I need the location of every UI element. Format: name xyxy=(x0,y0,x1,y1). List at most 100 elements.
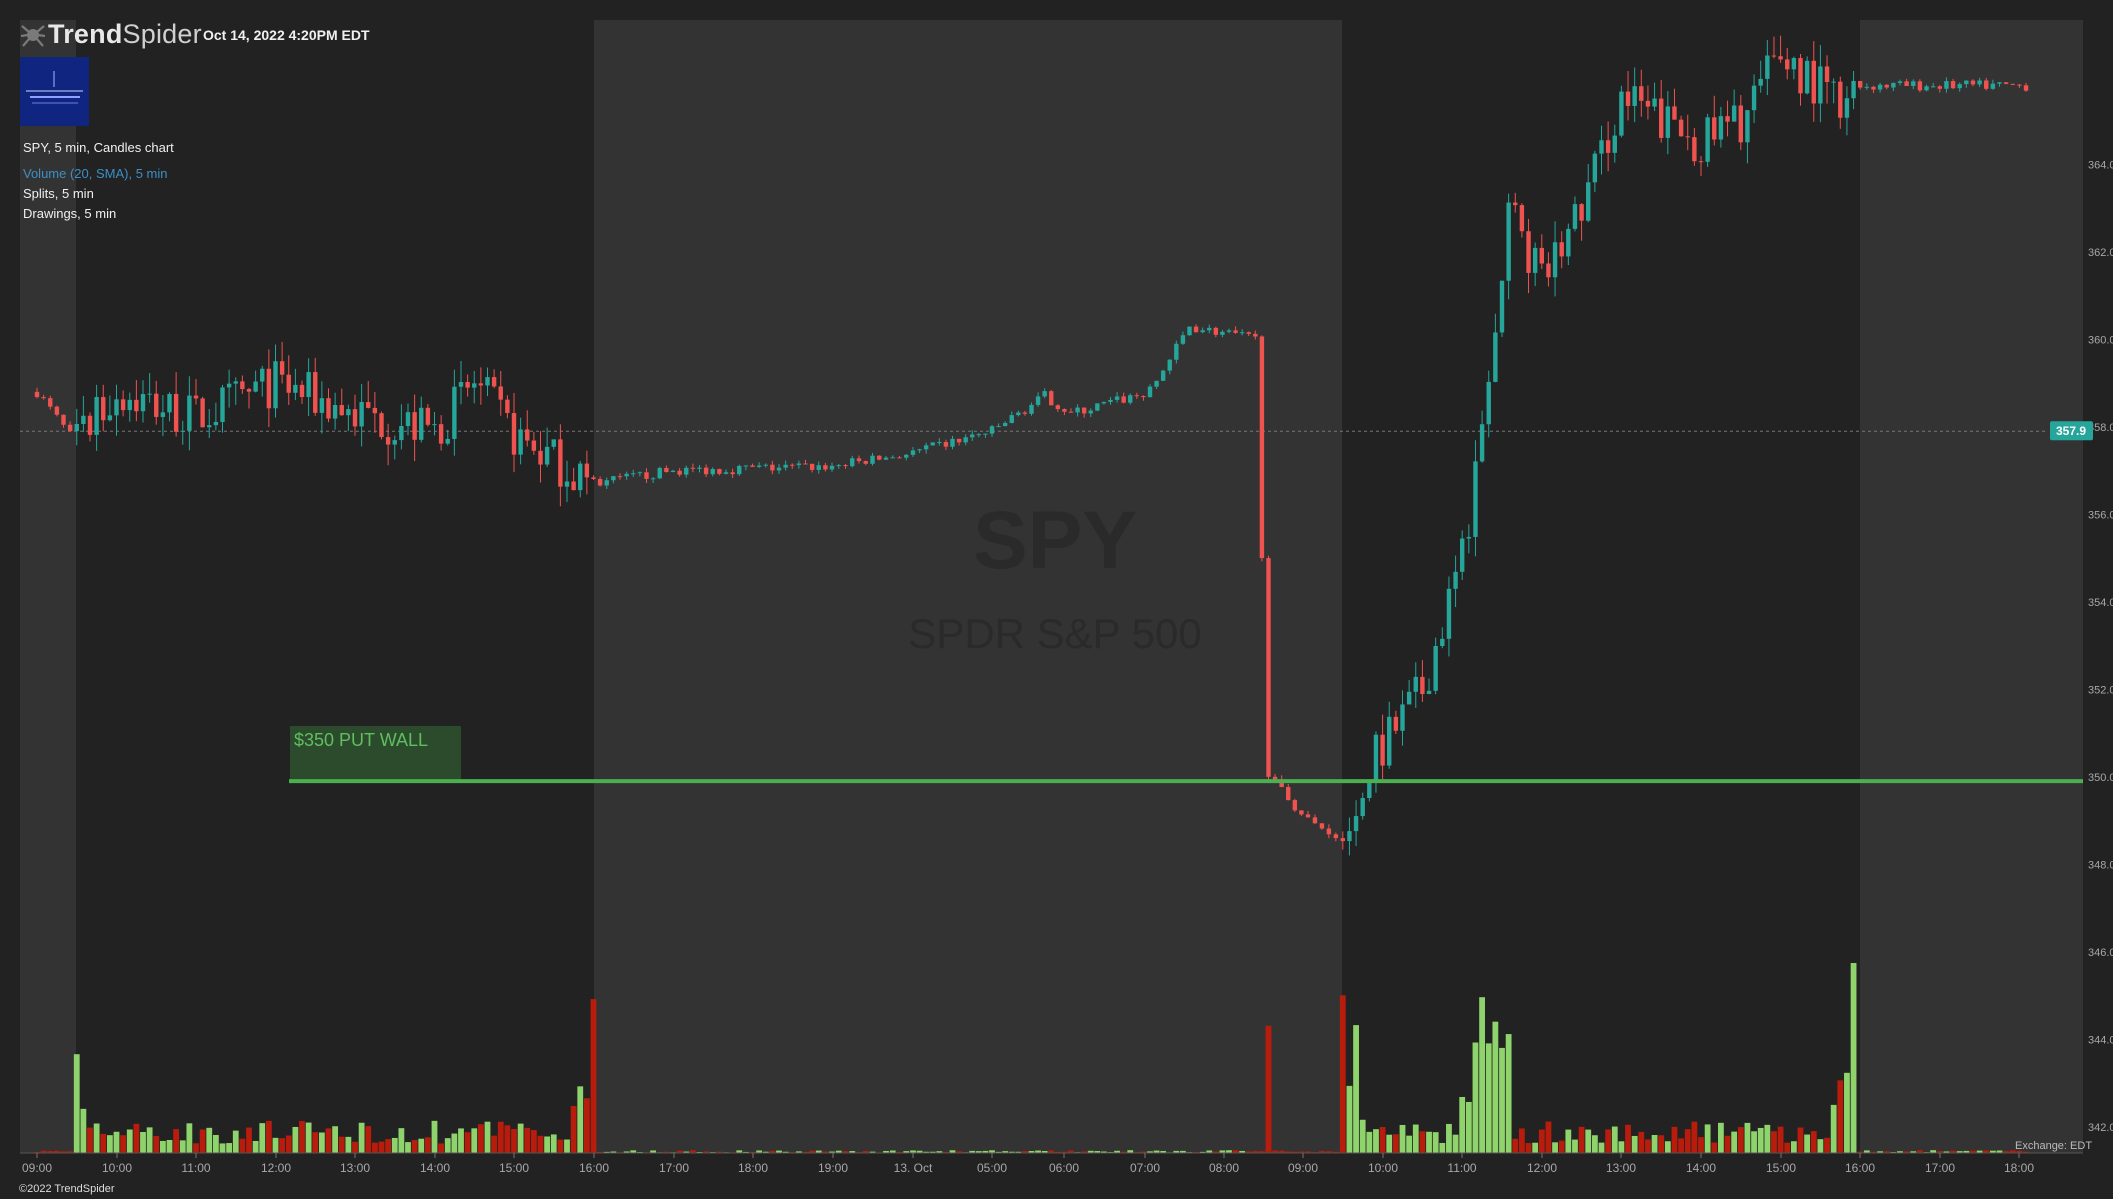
volume-bar xyxy=(1386,1134,1393,1153)
volume-bar xyxy=(1678,1138,1684,1153)
current-price-badge: 357.9 xyxy=(2050,421,2093,441)
volume-bar xyxy=(146,1127,153,1153)
candle-body xyxy=(1226,330,1232,332)
candle-body xyxy=(790,464,795,466)
candle-body xyxy=(339,405,344,416)
x-tick-label: 13:00 xyxy=(1606,1161,1636,1175)
legend-splits[interactable]: Splits, 5 min xyxy=(23,186,94,201)
volume-bar xyxy=(246,1127,252,1153)
candle-body xyxy=(425,407,431,425)
volume-bar xyxy=(1054,1151,1061,1153)
volume-bar xyxy=(835,1150,842,1153)
volume-bar xyxy=(1465,1101,1472,1153)
candle-body xyxy=(1312,817,1318,824)
candle-body xyxy=(213,421,219,426)
x-tick-label: 12:00 xyxy=(261,1161,291,1175)
volume-bar xyxy=(550,1134,557,1153)
y-axis: 342.00 344.00 346.00 348.00 350.00 352.00 354.… xyxy=(2088,159,2113,1133)
volume-bar xyxy=(1041,1150,1048,1153)
volume-bar xyxy=(458,1128,464,1153)
candle-body xyxy=(1373,734,1379,782)
volume-bar xyxy=(782,1151,789,1153)
volume-bar xyxy=(126,1129,133,1153)
volume-bar xyxy=(1339,995,1346,1153)
volume-bar xyxy=(1022,1150,1028,1153)
candle-body xyxy=(1619,91,1624,136)
candle-body xyxy=(1997,82,2002,84)
x-tick-label: 08:00 xyxy=(1209,1161,1239,1175)
candle-body xyxy=(904,454,909,458)
top-bar: TrendSpider Oct 14, 2022 4:20PM EDT xyxy=(0,0,2113,52)
watermark-name: SPDR S&P 500 xyxy=(908,610,1201,657)
legend-volume[interactable]: Volume (20, SMA), 5 min xyxy=(23,166,168,181)
candle-body xyxy=(564,481,570,487)
volume-bar xyxy=(1272,1150,1278,1153)
candle-body xyxy=(1685,136,1690,138)
volume-bar xyxy=(1883,1151,1890,1153)
candles xyxy=(34,35,2029,856)
volume-bar xyxy=(923,1151,930,1153)
candle-body xyxy=(1844,98,1850,118)
volume-bar xyxy=(219,1143,226,1153)
candle-body xyxy=(332,405,338,419)
put-wall-label-box[interactable] xyxy=(290,726,461,782)
candle-body xyxy=(187,395,192,431)
candle-body xyxy=(1340,838,1345,842)
chart-datetime: Oct 14, 2022 4:20PM EDT xyxy=(203,27,370,43)
volume-bar xyxy=(883,1150,889,1153)
volume-bar xyxy=(265,1120,272,1153)
volume-bar xyxy=(577,1086,584,1153)
volume-bar xyxy=(1950,1150,1956,1153)
candle-body xyxy=(963,437,968,443)
candle-body xyxy=(763,464,768,466)
volume-bar xyxy=(1278,1150,1285,1153)
volume-bar xyxy=(869,1151,876,1153)
volume-bar xyxy=(1147,1151,1153,1153)
volume-bar xyxy=(889,1150,896,1153)
volume-bar xyxy=(1120,1151,1127,1153)
volume-bar xyxy=(73,1054,80,1153)
candle-body xyxy=(1147,386,1153,398)
legend-drawings[interactable]: Drawings, 5 min xyxy=(23,206,117,221)
candle-body xyxy=(1466,536,1472,539)
candle-body xyxy=(114,399,119,416)
candle-body xyxy=(1016,412,1021,416)
brand-logo: TrendSpider xyxy=(48,19,202,49)
volume-bar xyxy=(1035,1150,1041,1153)
volume-bar xyxy=(570,1105,577,1153)
legend-main-series[interactable]: SPY, 5 min, Candles chart xyxy=(23,140,174,155)
candle-body xyxy=(664,467,669,472)
candle-body xyxy=(637,472,643,474)
candle-body xyxy=(1134,395,1140,397)
candle-body xyxy=(1154,380,1159,387)
volume-bar xyxy=(1870,1151,1877,1153)
x-tick-label: 12:00 xyxy=(1527,1161,1557,1175)
candle-body xyxy=(1539,247,1544,264)
candle-body xyxy=(1095,403,1100,411)
extended-session-shading xyxy=(20,20,2083,1153)
x-tick-label: 10:00 xyxy=(1368,1161,1398,1175)
candle-body xyxy=(1891,82,1896,88)
candle-body xyxy=(1725,116,1730,122)
candle-body xyxy=(518,429,523,455)
volume-bar xyxy=(1532,1142,1539,1153)
candle-body xyxy=(1526,231,1531,273)
volume-bar xyxy=(1545,1121,1552,1153)
volume-bar xyxy=(87,1127,93,1153)
avatar[interactable] xyxy=(20,57,89,126)
candle-body xyxy=(624,473,629,477)
candle-body xyxy=(910,450,916,455)
candle-body xyxy=(1513,202,1518,206)
candle-body xyxy=(1678,119,1684,137)
volume-bar xyxy=(1804,1134,1811,1153)
candle-body xyxy=(1380,734,1385,766)
volume-bar xyxy=(1751,1131,1757,1153)
volume-bar xyxy=(1206,1150,1213,1153)
volume-bar xyxy=(1291,1151,1298,1153)
candle-body xyxy=(1924,86,1929,91)
volume-bar xyxy=(1737,1127,1744,1153)
candle-body xyxy=(491,377,497,387)
volume-bar xyxy=(1684,1129,1691,1153)
candle-body xyxy=(1765,55,1770,79)
